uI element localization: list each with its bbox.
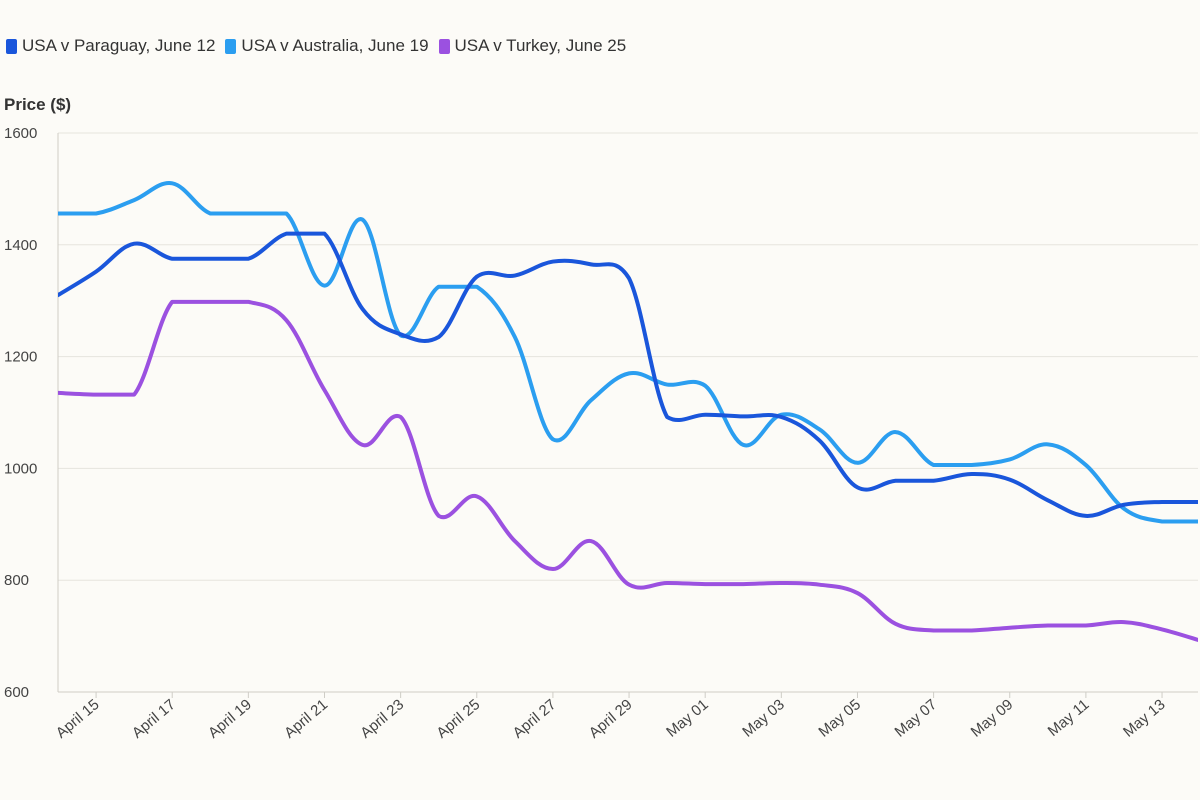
x-tick-label: May 13 [1120, 696, 1169, 741]
x-tick-label: April 21 [281, 696, 331, 742]
x-tick-label: April 29 [586, 696, 636, 742]
series-line-paraguay [58, 231, 1198, 518]
x-tick-label: April 17 [129, 696, 179, 742]
series-line-australia [58, 181, 1198, 524]
x-tick-label: April 25 [433, 696, 483, 742]
y-tick-label: 1200 [4, 349, 37, 366]
legend-swatch-turkey [438, 38, 450, 54]
y-tick-label: 1400 [4, 237, 37, 254]
y-axis-title: Price ($) [4, 95, 72, 114]
x-tick-label: April 15 [53, 696, 103, 742]
legend: USA v Paraguay, June 12 USA v Australia,… [6, 36, 626, 56]
y-tick-label: 1600 [4, 125, 37, 142]
x-tick-label: May 11 [1045, 696, 1093, 740]
x-tick-label: May 03 [739, 696, 788, 741]
x-tick-label: May 01 [663, 696, 712, 741]
x-tick-label: April 27 [510, 696, 560, 742]
y-tick-label: 800 [4, 572, 29, 589]
legend-label-paraguay: USA v Paraguay, June 12 [22, 36, 216, 55]
legend-label-turkey: USA v Turkey, June 25 [454, 36, 627, 55]
legend-swatch-paraguay [6, 38, 17, 54]
x-tick-label: May 05 [815, 696, 864, 741]
y-tick-label: 1000 [4, 460, 37, 477]
legend-item-turkey[interactable]: USA v Turkey, June 25 [438, 36, 627, 56]
y-tick-label: 600 [4, 684, 29, 701]
x-tick-label: May 07 [892, 696, 941, 741]
legend-item-paraguay[interactable]: USA v Paraguay, June 12 [6, 36, 215, 56]
legend-swatch-australia [225, 38, 237, 54]
x-tick-label: May 09 [968, 696, 1017, 741]
legend-label-australia: USA v Australia, June 19 [241, 36, 429, 55]
x-tick-label: April 23 [357, 696, 407, 742]
x-tick-label: April 19 [205, 696, 255, 742]
legend-item-australia[interactable]: USA v Australia, June 19 [225, 36, 429, 56]
series-line-turkey [58, 299, 1198, 643]
